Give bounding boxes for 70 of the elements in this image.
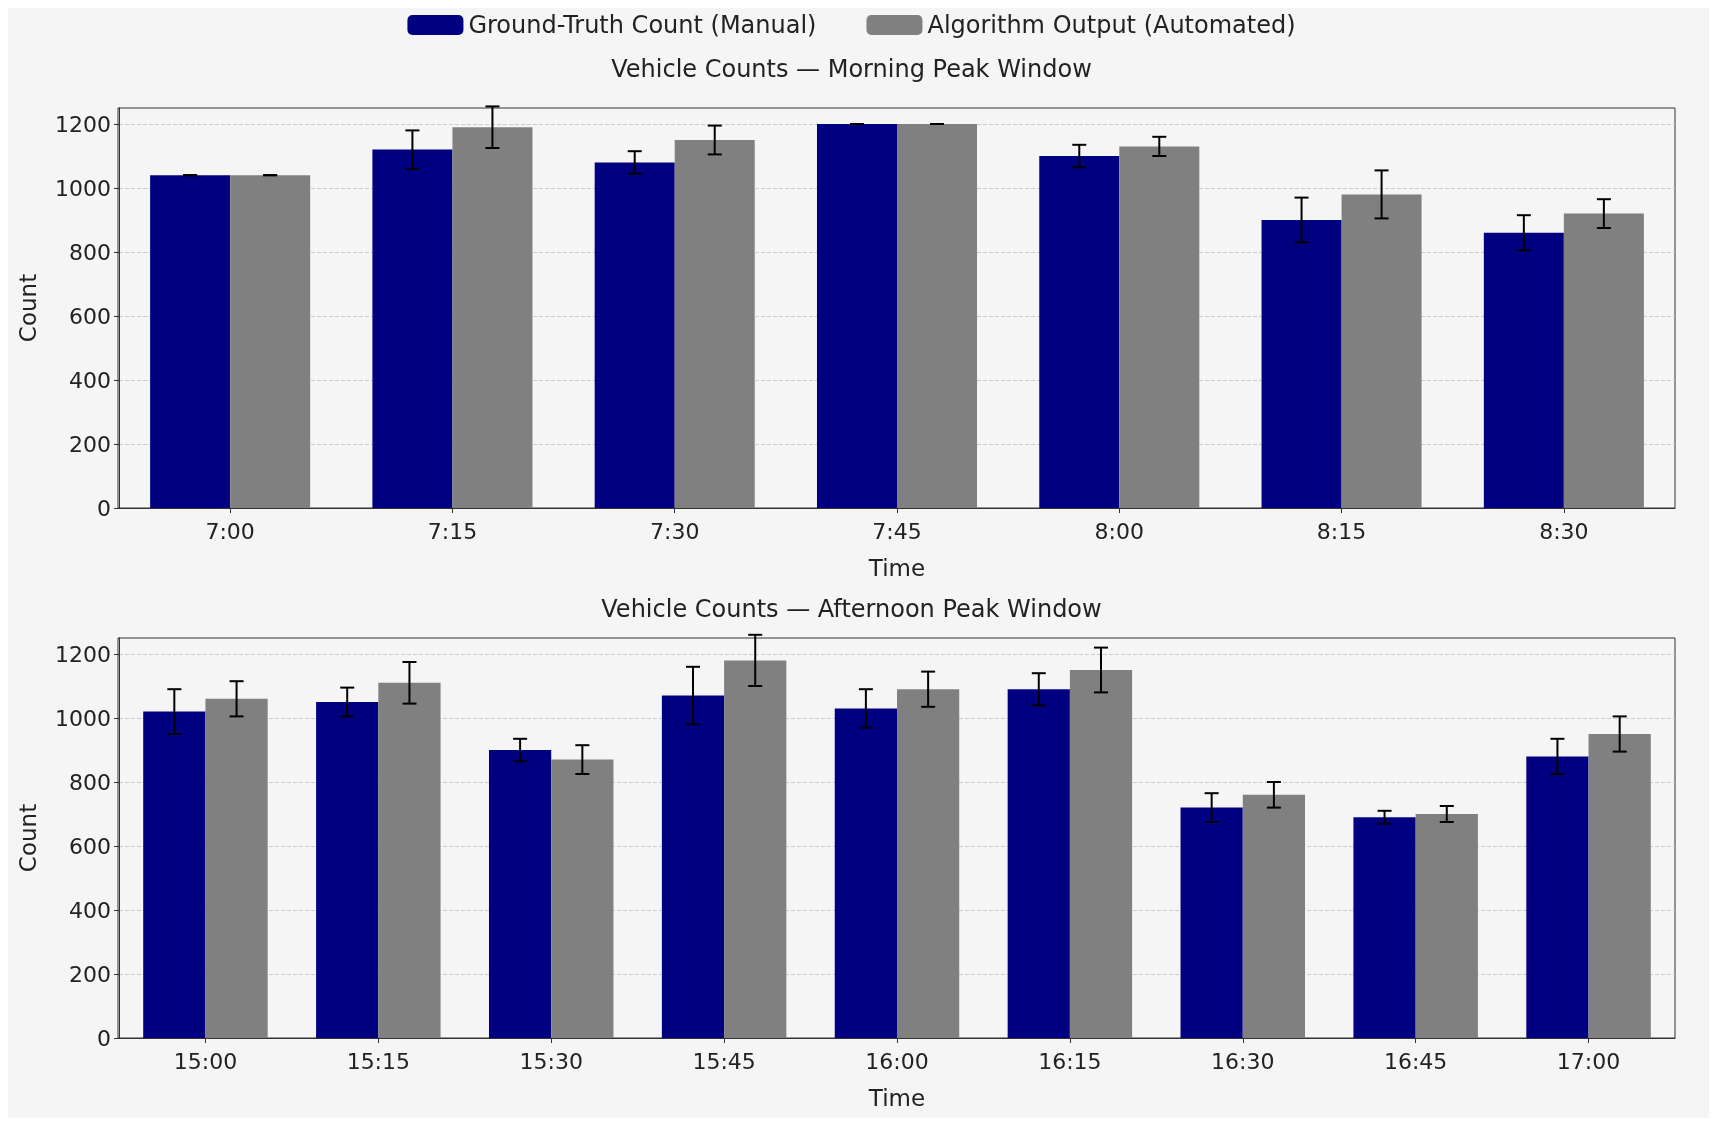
x-axis-title: Time [867, 1084, 926, 1111]
x-tick-label: 16:15 [1038, 1048, 1102, 1074]
x-tick-label: 15:30 [519, 1048, 583, 1074]
y-tick-label: 400 [69, 367, 111, 393]
x-tick-label: 15:45 [692, 1048, 756, 1074]
bar [1119, 146, 1200, 508]
bar [661, 695, 725, 1038]
bar [1588, 734, 1651, 1038]
y-tick-label: 600 [69, 833, 111, 859]
y-axis-title: Count [14, 273, 41, 343]
bar [551, 759, 614, 1038]
y-tick-label: 400 [69, 897, 111, 923]
legend-label: Ground-Truth Count (Manual) [468, 11, 817, 39]
x-tick-label: 16:30 [1211, 1048, 1275, 1074]
bar [1242, 794, 1306, 1038]
bar [316, 702, 379, 1038]
bar [205, 698, 268, 1038]
x-tick-label: 8:00 [1094, 518, 1144, 544]
bar [488, 750, 552, 1038]
chart-title: Vehicle Counts — Morning Peak Window [611, 55, 1092, 83]
bar [372, 149, 453, 508]
bar [452, 127, 533, 508]
bar [1526, 756, 1589, 1038]
bar [150, 175, 231, 508]
x-tick-label: 7:00 [205, 518, 255, 544]
x-tick-label: 17:00 [1556, 1048, 1621, 1074]
x-axis-title: Time [867, 554, 926, 581]
legend-label: Algorithm Output (Automated) [927, 11, 1296, 39]
bar [1180, 807, 1243, 1038]
y-tick-label: 0 [97, 1025, 111, 1051]
bar [816, 124, 897, 508]
x-tick-label: 16:00 [865, 1048, 929, 1074]
y-tick-label: 1000 [55, 705, 111, 731]
y-tick-label: 1200 [55, 641, 111, 667]
x-tick-label: 15:15 [346, 1048, 411, 1074]
bar [1039, 156, 1120, 508]
bar [1563, 213, 1644, 508]
y-tick-label: 1000 [55, 175, 111, 201]
y-tick-label: 0 [97, 495, 111, 521]
bar [1341, 194, 1422, 508]
bar [1261, 220, 1342, 508]
bar [143, 711, 206, 1038]
y-axis-title: Count [14, 803, 41, 873]
x-tick-label: 8:15 [1316, 518, 1367, 544]
bar [1007, 689, 1070, 1038]
y-tick-label: 200 [69, 431, 111, 457]
bar [724, 660, 787, 1038]
y-tick-label: 800 [69, 769, 111, 795]
x-tick-label: 16:45 [1383, 1048, 1448, 1074]
x-tick-label: 7:30 [650, 518, 700, 544]
bar [1483, 232, 1564, 508]
bar [897, 689, 960, 1038]
bar [594, 162, 675, 508]
bar [897, 124, 978, 508]
bar [674, 140, 755, 508]
y-tick-label: 600 [69, 303, 111, 329]
x-tick-label: 7:15 [427, 518, 478, 544]
bar [1069, 670, 1133, 1038]
x-tick-label: 15:00 [173, 1048, 238, 1074]
bar [834, 708, 897, 1038]
chart-title: Vehicle Counts — Afternoon Peak Window [601, 595, 1102, 623]
y-tick-label: 1200 [55, 111, 111, 137]
bar [1353, 817, 1416, 1038]
bar [230, 175, 311, 508]
bar [1415, 814, 1478, 1038]
y-tick-label: 800 [69, 239, 111, 265]
y-tick-label: 200 [69, 961, 111, 987]
x-tick-label: 7:45 [872, 518, 922, 544]
bar [378, 682, 441, 1038]
x-tick-label: 8:30 [1539, 518, 1589, 544]
